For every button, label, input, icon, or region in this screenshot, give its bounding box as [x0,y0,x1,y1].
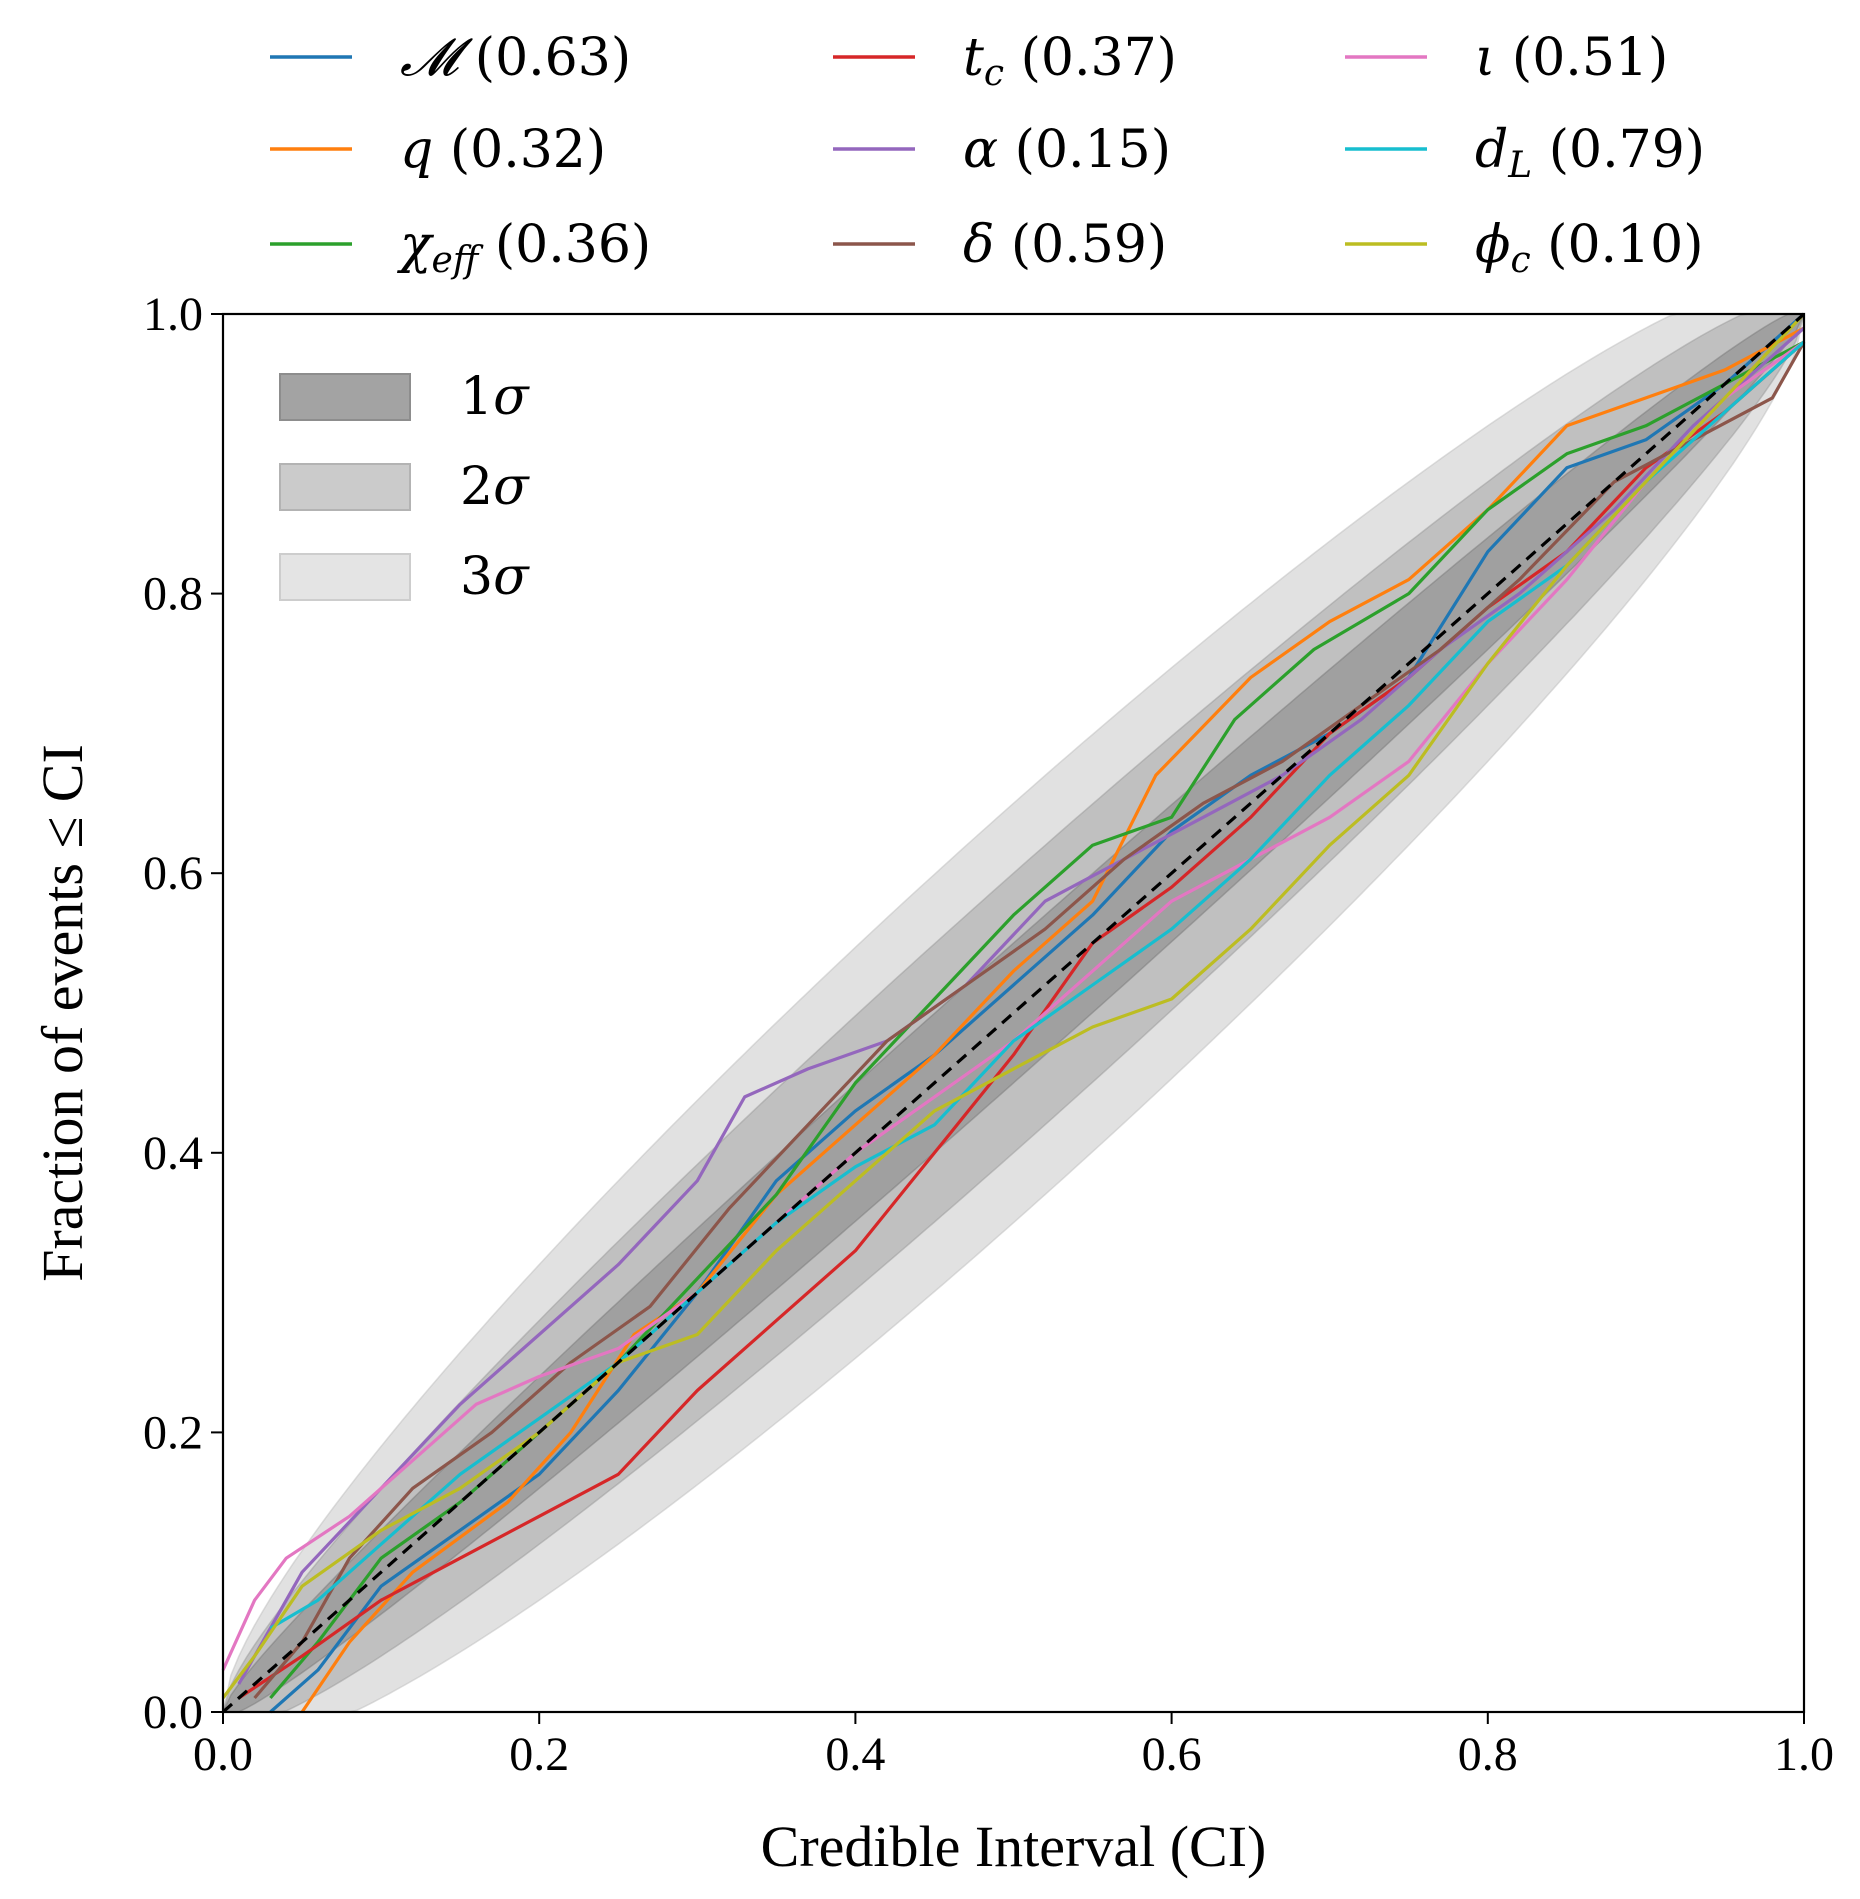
legend-symbol: ϕ [1475,215,1510,275]
y-axis-title: Fraction of events ≤ CI [30,744,95,1282]
band-label-sigma: σ [493,367,530,427]
legend-subscript: c [984,53,1004,94]
legend-symbol: δ [963,215,994,275]
diagonal-line [221,312,1806,1714]
legend-label: χeff (0.36) [396,215,651,281]
x-axis-title: Credible Interval (CI) [761,1814,1267,1879]
band-label: 2σ [460,457,530,517]
legend-label: ι (0.51) [1475,28,1668,88]
band-swatch [279,373,411,421]
band-label-sigma: σ [493,547,530,607]
legend-entry-q: q (0.32) [270,120,606,180]
legend-entry-chirp-mass: 𝓜 (0.63) [270,28,631,88]
legend-pvalue: (0.59) [994,215,1167,275]
legend-symbol: ι [1475,28,1495,88]
legend-entry-alpha: α (0.15) [833,120,1171,180]
x-axis: 0.0 0.2 0.4 0.6 0.8 1.0 [193,1712,1834,1781]
x-tick-label: 0.6 [1142,1728,1202,1781]
series-lines [221,312,1806,1714]
legend-subscript: L [1507,145,1532,186]
x-tick-label: 0.8 [1458,1728,1518,1781]
legend-pvalue: (0.51) [1495,28,1668,88]
series-line-delta [253,341,1806,1700]
y-tick-label: 0.2 [143,1406,203,1459]
legend-pvalue: (0.79) [1532,120,1705,180]
band-label: 1σ [460,367,530,427]
series-line-dL [269,340,1806,1630]
y-axis: 0.0 0.2 0.4 0.6 0.8 1.0 [143,288,223,1739]
series-line-tc [237,340,1806,1700]
legend-symbol: q [400,120,433,180]
band-label-sigma: σ [493,457,530,517]
band-swatch [279,463,411,511]
legend-pvalue: (0.63) [458,28,631,88]
legend-label: q (0.32) [400,120,606,180]
legend-symbol: d [1475,120,1508,180]
legend-pvalue: (0.32) [433,120,606,180]
band-label-number: 1 [460,367,493,427]
legend-label: α (0.15) [963,120,1171,180]
legend-pvalue: (0.37) [1004,28,1177,88]
legend-entry-phi-c: ϕc (0.10) [1345,215,1704,281]
legend-entry-dL: dL (0.79) [1345,120,1705,186]
band-label-number: 2 [460,457,493,517]
y-tick-label: 0.8 [143,568,203,621]
x-tick-label: 0.4 [825,1728,885,1781]
legend-label: 𝓜 (0.63) [400,28,631,88]
y-tick-label: 0.0 [143,1686,203,1739]
legend-label: dL (0.79) [1475,120,1705,186]
legend-subscript: c [1510,240,1530,281]
legend-label: δ (0.59) [963,215,1167,275]
x-tick-label: 0.2 [509,1728,569,1781]
y-tick-label: 1.0 [143,288,203,341]
axes-frame [221,312,1806,1714]
legend-subscript: eff [432,240,484,281]
legend-entry-iota: ι (0.51) [1345,28,1668,88]
band-label: 3σ [460,547,530,607]
legend-symbol: t [963,28,984,88]
band-legend-2sigma: 2σ [279,457,530,517]
band-legend-1sigma: 1σ [279,367,530,427]
reference-diagonal [221,312,1806,1714]
band-label-number: 3 [460,547,493,607]
legend-pvalue: (0.15) [998,120,1171,180]
x-tick-label: 0.0 [193,1728,253,1781]
legend-entry-tc: tc (0.37) [833,28,1177,94]
legend-symbol: χ [396,215,435,275]
legend-label: tc (0.37) [963,28,1177,94]
legend-symbol: α [963,120,998,180]
legend-label: ϕc (0.10) [1475,215,1704,281]
legend-pvalue: (0.36) [478,215,651,275]
y-tick-label: 0.4 [143,1127,203,1180]
series-legend: 𝓜 (0.63)q (0.32)χeff (0.36)tc (0.37)α (0… [270,28,1705,281]
band-legend-3sigma: 3σ [279,547,530,607]
x-tick-label: 1.0 [1774,1728,1834,1781]
series-line-phi-c [221,312,1806,1699]
series-line-q [300,326,1805,1713]
legend-entry-chi-eff: χeff (0.36) [270,215,651,281]
y-tick-label: 0.6 [143,847,203,900]
band-swatch [279,553,411,601]
series-line-chirp-mass [269,312,1806,1714]
legend-pvalue: (0.10) [1531,215,1704,275]
legend-entry-delta: δ (0.59) [833,215,1167,275]
series-line-iota [221,340,1805,1671]
